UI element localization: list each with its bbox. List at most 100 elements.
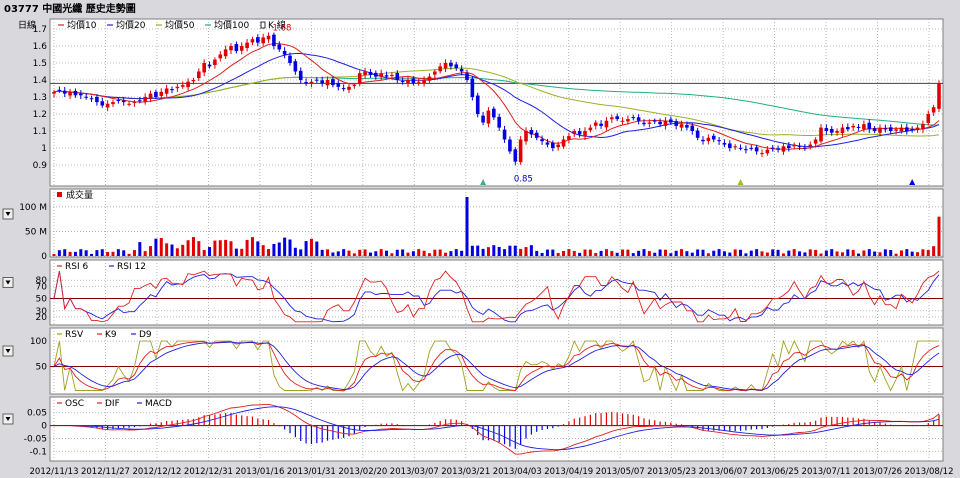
candle — [352, 85, 357, 87]
candle — [341, 88, 346, 90]
candle — [239, 46, 244, 51]
price-annotation: 0.85 — [514, 175, 533, 185]
volume-bar — [368, 252, 372, 256]
candle — [475, 95, 480, 114]
candle — [132, 102, 137, 104]
candle — [905, 127, 909, 131]
volume-bar — [497, 246, 501, 256]
candle — [636, 117, 641, 121]
volume-bar — [867, 249, 871, 256]
candle — [121, 100, 126, 103]
volume-bar — [165, 243, 169, 256]
volume-bar — [535, 250, 539, 256]
volume-bar — [545, 249, 549, 256]
volume-bar — [422, 250, 426, 256]
volume-bar — [438, 249, 442, 256]
candle — [164, 88, 169, 94]
volume-tick-label: 50 M — [25, 227, 47, 237]
price-tick-label: 1.3 — [33, 93, 47, 103]
volume-bar — [363, 249, 367, 256]
candle — [470, 78, 475, 97]
candle — [298, 70, 303, 80]
chevron-down-icon — [5, 417, 11, 421]
volume-bar — [513, 245, 517, 256]
candle — [776, 148, 780, 150]
volume-bar — [508, 245, 512, 256]
volume-bar — [240, 248, 244, 256]
volume-bar — [937, 216, 941, 256]
candle — [207, 64, 212, 67]
volume-bar — [572, 251, 576, 256]
volume-bar — [320, 249, 324, 256]
candle — [513, 149, 518, 162]
volume-bar — [427, 253, 431, 256]
rsi12-line — [53, 271, 940, 323]
volume-bar — [417, 249, 421, 256]
candle — [288, 55, 292, 63]
candle — [272, 34, 276, 46]
x-tick-label: 2013/06/07 — [699, 467, 748, 477]
candle — [749, 147, 754, 149]
x-tick-label: 2013/04/19 — [544, 467, 593, 477]
volume-bar — [342, 249, 346, 256]
rsi-tick-label: 80 — [36, 276, 48, 286]
candle — [593, 122, 598, 126]
volume-legend-swatch — [57, 192, 62, 197]
volume-bar — [385, 250, 389, 256]
x-tick-label: 2012/12/12 — [132, 467, 181, 477]
x-tick-label: 2013/07/26 — [853, 467, 902, 477]
ma20-line — [53, 53, 940, 148]
candle — [438, 66, 442, 72]
volume-bar — [213, 240, 217, 256]
candle — [760, 153, 764, 155]
candle — [851, 125, 855, 128]
candle — [400, 81, 405, 83]
candle — [325, 80, 330, 86]
volume-bar — [578, 252, 582, 256]
volume-bar — [556, 252, 560, 256]
volume-bar — [889, 249, 893, 256]
candle — [347, 86, 351, 90]
candle — [159, 91, 164, 96]
legend-label: OSC — [65, 399, 84, 409]
volume-bar — [626, 249, 630, 256]
volume-bar — [250, 237, 254, 256]
price-panel-frame — [49, 18, 944, 187]
legend-label: DIF — [105, 399, 120, 409]
candle — [733, 146, 737, 148]
kd-tick-label: 100 — [30, 337, 47, 347]
candle — [277, 44, 282, 50]
signal-marker-icon — [480, 179, 487, 185]
x-tick-label: 2013/01/16 — [235, 467, 284, 477]
volume-bar — [444, 252, 448, 256]
candle — [647, 122, 652, 124]
candle — [926, 114, 931, 123]
volume-bar — [696, 249, 700, 256]
volume-bar — [116, 249, 120, 256]
candle — [357, 73, 362, 85]
price-tick-label: 1.1 — [33, 127, 47, 137]
candle — [663, 120, 668, 126]
candle — [787, 145, 791, 148]
candle — [910, 129, 914, 131]
candle — [856, 126, 861, 128]
chart-title: 03777 中國光纖 歷史走勢圖 — [4, 2, 136, 15]
volume-bar — [647, 251, 651, 256]
candle — [599, 123, 603, 126]
candle — [556, 144, 560, 148]
volume-bar — [599, 250, 603, 256]
candle — [213, 59, 217, 66]
volume-bar — [910, 251, 914, 256]
volume-bar — [229, 241, 233, 256]
volume-bar — [642, 249, 646, 256]
candle — [803, 147, 807, 149]
volume-bar — [224, 239, 228, 256]
candle — [454, 64, 459, 69]
rsi-tick-label: 70 — [36, 282, 48, 292]
candle — [797, 145, 802, 147]
candle — [250, 39, 255, 43]
volume-bar — [127, 253, 131, 256]
volume-bar — [840, 252, 844, 256]
candle — [674, 121, 678, 126]
